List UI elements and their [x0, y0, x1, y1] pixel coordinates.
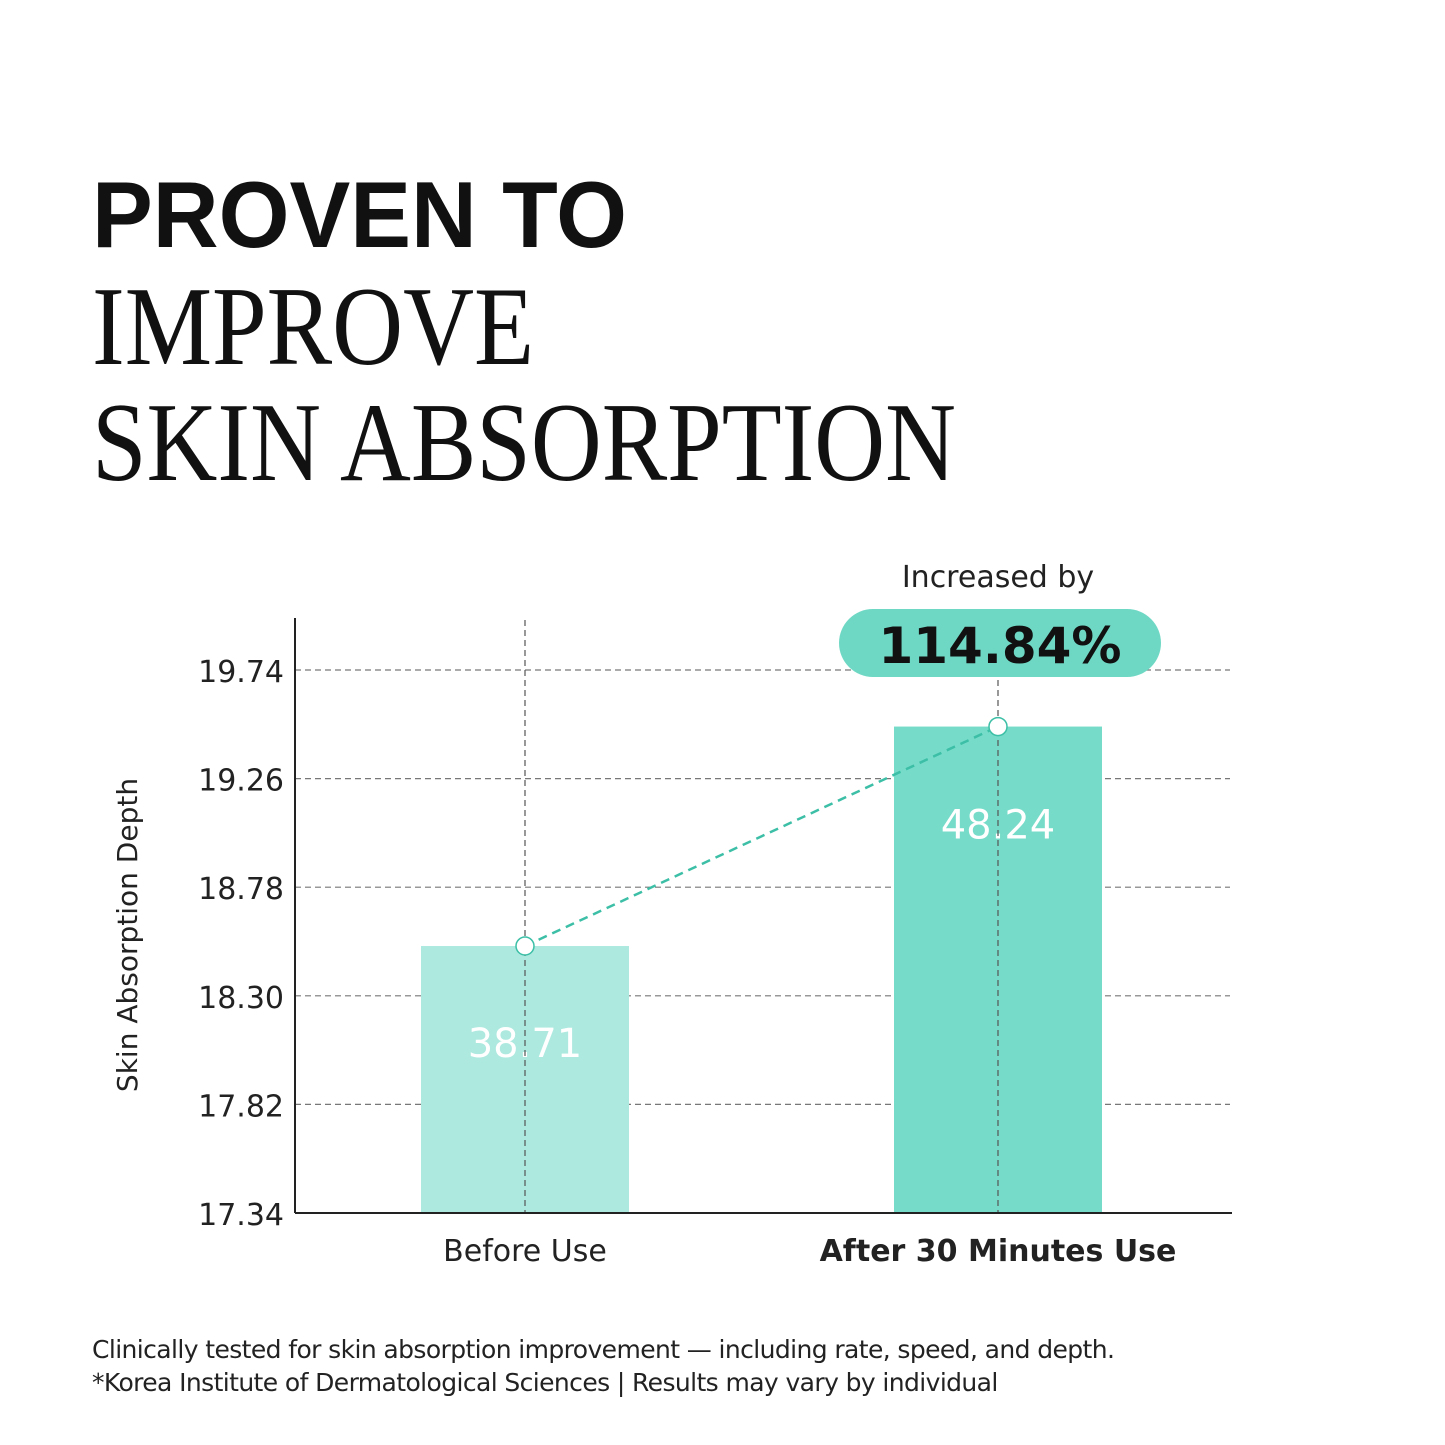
trend-point	[988, 716, 1008, 737]
x-tick-label: After 30 Minutes Use	[820, 1234, 1177, 1269]
heading: PROVEN TO IMPROVE SKIN ABSORPTION	[92, 162, 956, 505]
heading-line-2: IMPROVE	[92, 265, 534, 389]
y-axis-label: Skin Absorption Depth	[111, 778, 144, 1092]
y-tick-label: 17.82	[198, 1089, 284, 1124]
annotation-label: Increased by	[902, 560, 1094, 595]
increase-badge	[839, 609, 1161, 677]
y-tick-label: 18.78	[198, 872, 284, 907]
increase-value: 114.84%	[878, 617, 1121, 675]
heading-line-1: PROVEN TO	[92, 162, 627, 267]
trend-point	[515, 936, 535, 956]
y-tick-label: 19.26	[198, 764, 284, 799]
y-tick-label: 17.34	[198, 1198, 284, 1233]
x-tick-label: Before Use	[443, 1234, 607, 1269]
trend-line	[524, 725, 999, 948]
heading-line-3: SKIN ABSORPTION	[92, 381, 956, 505]
footer-source: *Korea Institute of Dermatological Scien…	[92, 1368, 998, 1397]
footer-note: Clinically tested for skin absorption im…	[92, 1335, 1115, 1364]
y-tick-label: 18.30	[198, 981, 284, 1016]
y-tick-label: 19.74	[198, 655, 284, 690]
